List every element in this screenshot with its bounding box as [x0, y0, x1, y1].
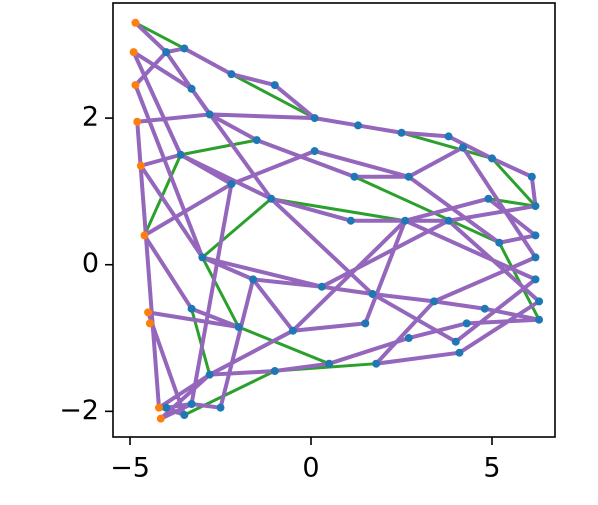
- point: [527, 172, 536, 181]
- point: [131, 18, 140, 27]
- point: [350, 172, 359, 181]
- point: [227, 70, 236, 79]
- point: [136, 161, 145, 170]
- point: [162, 403, 171, 412]
- point: [129, 48, 138, 57]
- point: [535, 297, 544, 306]
- point: [462, 319, 471, 328]
- point: [162, 48, 171, 57]
- point: [310, 147, 319, 156]
- point: [216, 403, 225, 412]
- point: [346, 216, 355, 225]
- point: [404, 172, 413, 181]
- x-tick-label: 5: [483, 453, 500, 484]
- point: [361, 319, 370, 328]
- point: [455, 348, 464, 357]
- point: [140, 231, 149, 240]
- point: [144, 308, 153, 317]
- point: [495, 238, 504, 247]
- point: [444, 132, 453, 141]
- plot-frame: [112, 2, 556, 438]
- point: [187, 400, 196, 409]
- point: [252, 136, 261, 145]
- point: [430, 297, 439, 306]
- point: [488, 154, 497, 163]
- point: [310, 114, 319, 123]
- point: [535, 315, 544, 324]
- point: [133, 117, 142, 126]
- y-tick-label: −2: [59, 395, 99, 426]
- point: [156, 414, 165, 423]
- x-tick-label: 0: [302, 453, 319, 484]
- point: [205, 110, 214, 119]
- edge-line: [131, 20, 542, 421]
- x-tick-label: −5: [110, 453, 150, 484]
- point: [404, 334, 413, 343]
- point: [145, 319, 154, 328]
- point: [198, 253, 207, 262]
- point: [180, 411, 189, 420]
- point: [397, 128, 406, 137]
- point: [205, 370, 214, 379]
- point: [372, 359, 381, 368]
- point: [249, 275, 258, 284]
- point: [401, 216, 410, 225]
- point: [354, 121, 363, 130]
- point: [531, 231, 540, 240]
- point: [531, 275, 540, 284]
- point: [180, 44, 189, 53]
- point: [176, 150, 185, 159]
- point: [459, 143, 468, 152]
- point: [451, 337, 460, 346]
- point: [444, 216, 453, 225]
- point: [325, 359, 334, 368]
- point: [531, 253, 540, 262]
- y-tick-label: 0: [82, 248, 99, 279]
- point: [187, 304, 196, 313]
- y-tick-label: 2: [82, 102, 99, 133]
- point: [154, 403, 163, 412]
- point: [480, 304, 489, 313]
- point: [531, 202, 540, 211]
- point: [288, 326, 297, 335]
- point: [234, 323, 243, 332]
- point: [270, 81, 279, 90]
- point: [131, 81, 140, 90]
- point: [227, 180, 236, 189]
- point: [270, 367, 279, 376]
- point: [267, 194, 276, 203]
- point: [317, 282, 326, 291]
- point: [187, 84, 196, 93]
- point: [484, 194, 493, 203]
- point: [368, 290, 377, 299]
